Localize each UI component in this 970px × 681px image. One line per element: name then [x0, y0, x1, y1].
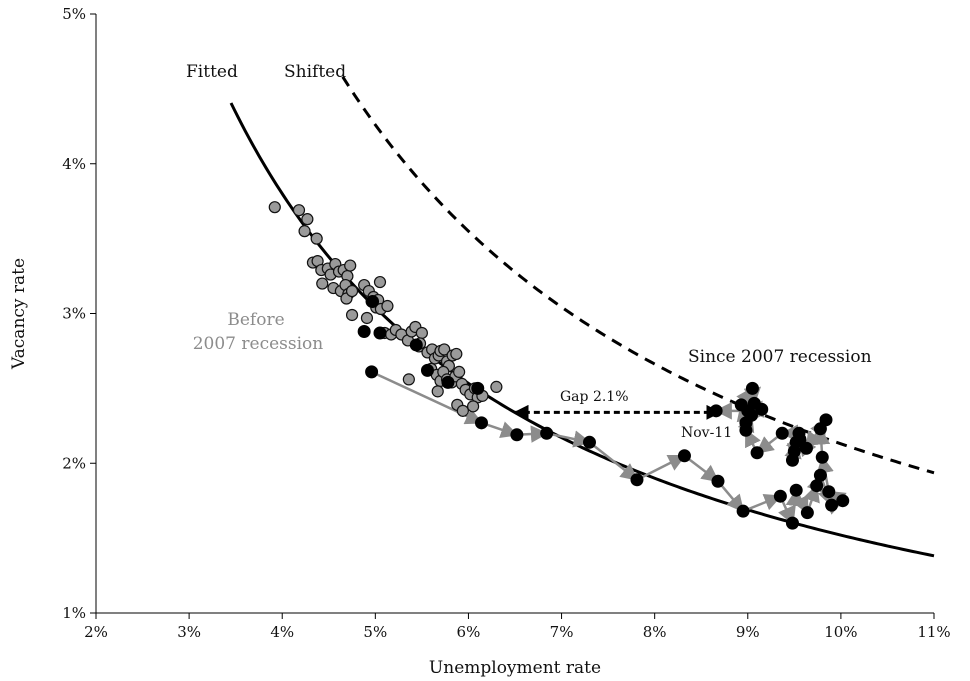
since-recession-point — [836, 494, 850, 508]
before-recession-point — [450, 347, 463, 361]
before-recession-point — [301, 213, 314, 226]
since-recession-point — [471, 381, 485, 395]
before-recession-point — [467, 400, 480, 413]
since-recession-point — [792, 426, 806, 440]
axes: 2% 3% 4% 5% 6% 7% 8% 9% 10% 11%1%2%3%4%5%Unemploy… — [9, 5, 951, 678]
since-recession-point — [750, 446, 764, 460]
since-recession-point — [819, 413, 833, 427]
since-recession-point — [813, 468, 827, 482]
x-tick-label: 7% — [550, 623, 574, 641]
since-recession-point — [785, 516, 799, 530]
trajectory-segment — [717, 480, 745, 513]
y-tick-label: 2% — [62, 454, 86, 472]
since-recession-point — [736, 504, 750, 518]
before-recession-point — [415, 326, 428, 340]
since-recession-point — [357, 324, 371, 338]
y-tick-label: 4% — [62, 155, 86, 173]
x-axis-title: Unemployment rate — [429, 658, 601, 678]
since-recession-point — [373, 326, 387, 340]
before-recession-point — [292, 204, 306, 217]
trajectory-segment — [742, 493, 782, 513]
before-recession-point — [310, 232, 323, 245]
since-recession-point — [510, 428, 524, 442]
since-recession-point — [755, 402, 769, 416]
since-recession-point — [441, 375, 455, 389]
before-recession-point — [431, 385, 444, 398]
since-recession-point — [745, 381, 759, 395]
since-recession-point — [420, 363, 434, 377]
since-recession-point — [825, 498, 839, 512]
before-recession-label-line1: Before — [227, 310, 284, 330]
before-recession-point — [298, 225, 311, 238]
since-recession-point — [366, 295, 380, 309]
before-recession-point — [453, 365, 466, 379]
trajectory-segment — [588, 441, 639, 481]
gap-label: Gap 2.1% — [560, 389, 629, 405]
since-recession-point — [365, 365, 379, 379]
since-recession-point — [773, 489, 787, 503]
since-recession-point — [785, 453, 799, 467]
before-recession-point — [381, 299, 394, 313]
since-recession-label: Since 2007 recession — [688, 347, 872, 367]
since-recession-point — [741, 404, 755, 418]
since-recession-point — [815, 450, 829, 464]
trajectory-segment — [683, 454, 720, 483]
y-tick-label: 1% — [62, 604, 86, 622]
shifted-curve — [341, 75, 935, 475]
since-recession-point — [775, 426, 789, 440]
before-recession-point — [345, 308, 359, 322]
y-tick-label: 5% — [62, 5, 86, 23]
before-recession-point — [456, 404, 469, 417]
shifted-curve-label: Shifted — [284, 62, 346, 82]
x-tick-label: 5% — [363, 623, 387, 641]
since-recession-point — [789, 483, 803, 497]
since-recession-point — [630, 473, 644, 487]
before-recession-point — [438, 343, 451, 356]
before-recession-point — [402, 373, 415, 386]
x-tick-label: 10% — [824, 623, 857, 641]
x-tick-label: 11% — [917, 623, 950, 641]
before-recession-point — [373, 275, 387, 289]
x-tick-label: 2% — [84, 623, 108, 641]
x-tick-label: 8% — [643, 623, 667, 641]
nov-11-label: Nov-11 — [681, 425, 732, 441]
annotations: Fitted Shifted Before 2007 recession Sin… — [186, 62, 872, 441]
before-recession-point — [490, 380, 503, 393]
before-recession-point — [360, 311, 374, 325]
y-axis-title: Vacancy rate — [9, 258, 29, 370]
since-recession-point — [677, 449, 691, 463]
since-recession-point — [709, 404, 723, 418]
data-points — [268, 201, 850, 530]
x-tick-label: 4% — [270, 623, 294, 641]
since-recession-point — [474, 416, 488, 430]
since-recession-point — [582, 435, 596, 449]
trajectory-segment — [636, 454, 687, 481]
since-recession-point — [739, 416, 753, 430]
before-recession-point — [344, 259, 357, 272]
fitted-curve-label: Fitted — [186, 62, 238, 82]
before-recession-point — [268, 201, 281, 214]
x-tick-label: 6% — [457, 623, 481, 641]
y-tick-label: 3% — [62, 305, 86, 323]
since-recession-point — [409, 338, 423, 352]
since-recession-point — [799, 441, 813, 455]
since-recession-point — [540, 426, 554, 440]
x-tick-label: 9% — [736, 623, 760, 641]
since-recession-point — [822, 485, 836, 499]
trajectory-segment — [546, 430, 592, 448]
before-recession-point — [316, 277, 329, 290]
before-recession-label-line2: 2007 recession — [193, 334, 324, 354]
x-tick-label: 3% — [177, 623, 201, 641]
before-recession-point — [345, 284, 359, 298]
since-recession-point — [800, 506, 814, 520]
since-recession-point — [711, 474, 725, 488]
